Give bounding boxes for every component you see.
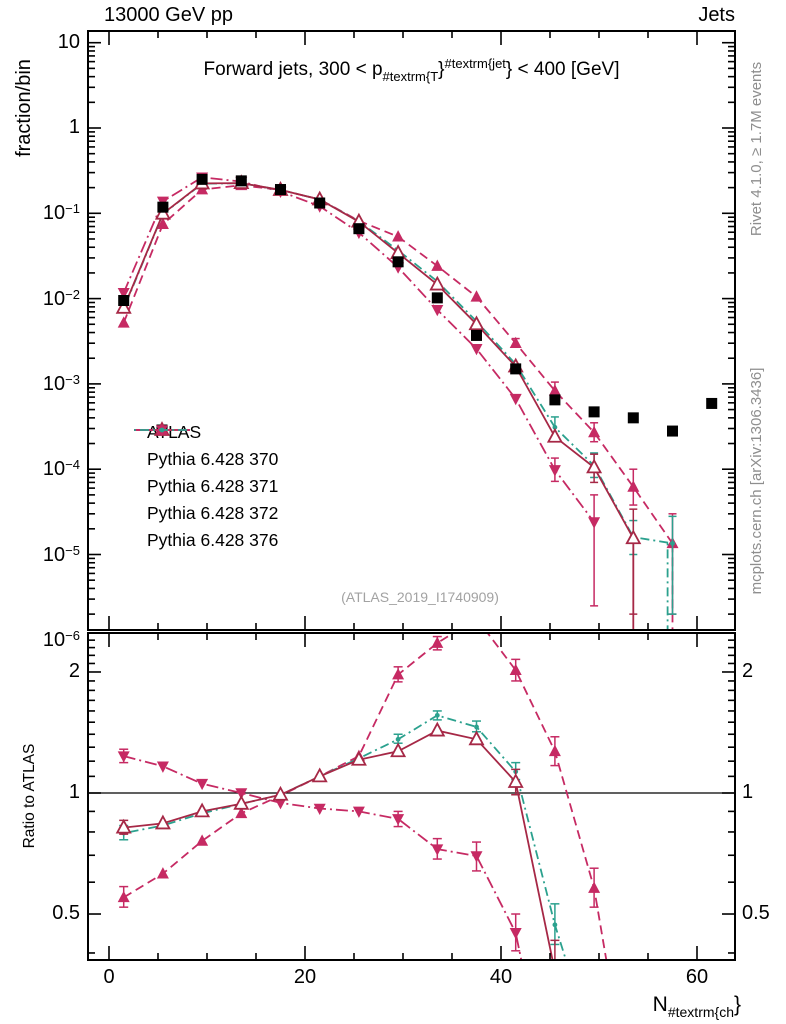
x-tick-label: 20 (293, 966, 317, 988)
y-tick-label-main: 10−1 (42, 201, 80, 225)
title-post: } < 400 [GeV] (505, 59, 620, 80)
legend-label: Pythia 6.428 376 (147, 530, 279, 550)
x-label-post: } (733, 993, 741, 1016)
title-pre: Forward jets, 300 < p (203, 59, 383, 80)
series-p372-ratio (117, 748, 523, 960)
y-tick-label-main: 10−6 (42, 627, 80, 651)
y-tick-label-ratio: 0.5 (52, 902, 80, 924)
legend-swatch-dot-icon (134, 427, 190, 433)
series-p371-ratio (117, 633, 608, 960)
y-tick-label-ratio-right: 0.5 (742, 902, 770, 924)
legend-label: Pythia 6.428 372 (147, 503, 279, 523)
x-axis-label: N#textrm{ch} (653, 993, 741, 1020)
y-tick-label-ratio: 1 (68, 781, 80, 803)
y-tick-label-main: 1 (68, 116, 80, 138)
y-tick-label-ratio-right: 1 (742, 781, 754, 803)
legend-item-p372: Pythia 6.428 372 (133, 425, 279, 527)
x-label-pre: N (652, 993, 668, 1016)
y-tick-label-main: 10−3 (42, 371, 80, 395)
legend-label: Pythia 6.428 370 (147, 449, 279, 469)
title-sup: #textrm{jet (444, 56, 506, 71)
watermark: (ATLAS_2019_I1740909) (341, 589, 499, 605)
analysis-tag-label: Jets (698, 4, 735, 26)
series-atlas-main (118, 173, 718, 437)
y-tick-label-main: 10−2 (42, 286, 80, 310)
legend-item-p370: Pythia 6.428 370 (133, 421, 279, 473)
x-tick-label: 60 (685, 966, 709, 988)
title-mid: } (438, 59, 445, 80)
y-tick-label-main: 10−5 (42, 542, 80, 566)
y-tick-label-ratio: 2 (68, 659, 80, 682)
plot-title: Forward jets, 300 < p#textrm{T}#textrm{j… (88, 56, 735, 84)
title-sub: #textrm{T (382, 69, 439, 84)
legend-item-p371: Pythia 6.428 371 (133, 423, 279, 500)
mcplots-attribution-label: mcplots.cern.ch [arXiv:1306.3436] (748, 367, 765, 595)
beam-energy-label: 13000 GeV pp (104, 4, 233, 26)
series-p370-ratio (115, 721, 560, 960)
y-tick-label-main: 10 (57, 30, 80, 53)
legend-item-p376: Pythia 6.428 376 (133, 427, 279, 554)
y-tick-label-main: 10−4 (42, 457, 80, 481)
legend: ATLAS Pythia 6.428 370 Pythia 6.428 371 Pyt… (133, 419, 278, 554)
legend-label: Pythia 6.428 371 (147, 476, 279, 496)
y-tick-label-ratio-right: 2 (742, 659, 754, 682)
x-label-sub: #textrm{ch (667, 1004, 734, 1020)
rivet-version-label: Rivet 4.1.0, ≥ 1.7M events (748, 61, 765, 237)
x-tick-label: 0 (103, 966, 115, 988)
x-tick-label: 40 (489, 966, 513, 988)
series-p370-main (115, 174, 642, 630)
